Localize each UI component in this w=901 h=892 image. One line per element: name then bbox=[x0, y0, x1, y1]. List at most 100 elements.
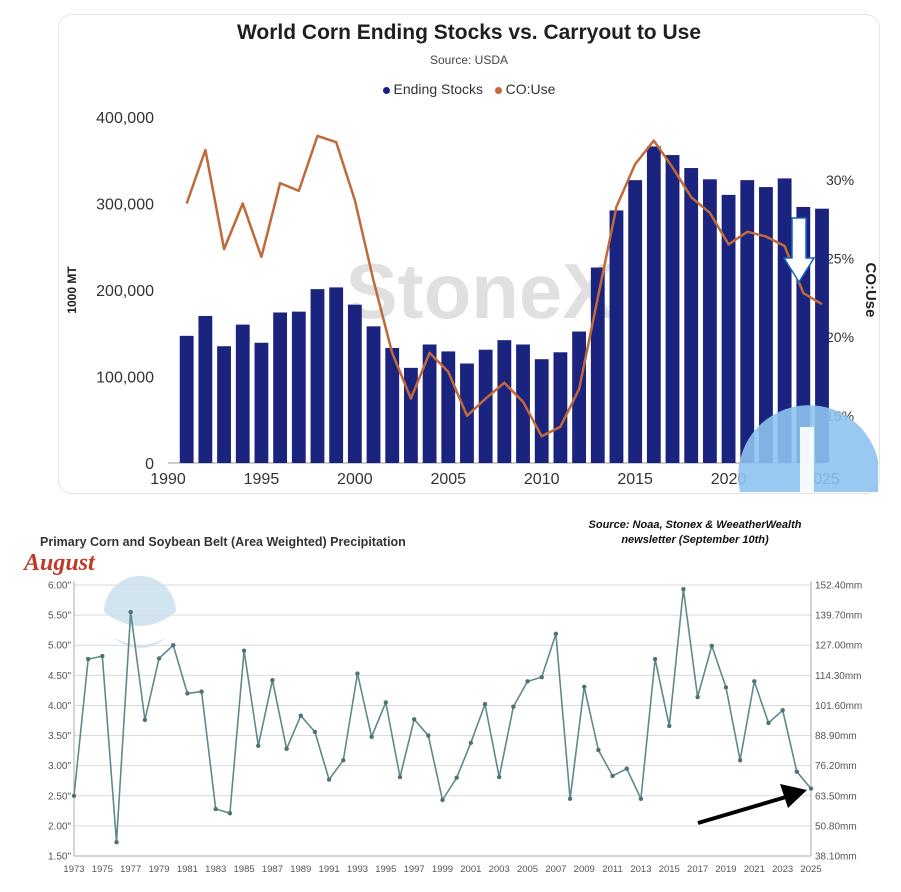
x-tick-label: 2007 bbox=[545, 864, 566, 875]
x-tick-label: 2015 bbox=[617, 471, 653, 488]
x-tick-label: 1995 bbox=[244, 471, 280, 488]
precip-point bbox=[440, 797, 445, 803]
y2-tick-label: 38.10mm bbox=[815, 852, 857, 863]
y-tick-label: 0 bbox=[145, 456, 154, 473]
precip-point bbox=[156, 656, 162, 661]
down-arrow-icon bbox=[782, 217, 816, 284]
x-tick-label: 1993 bbox=[347, 864, 368, 875]
bar-ending-stocks bbox=[646, 146, 661, 463]
x-tick-label: 1979 bbox=[148, 864, 169, 875]
precip-point bbox=[723, 685, 729, 690]
bottom-source-note: Source: Noaa, Stonex & WeeatherWealth ne… bbox=[588, 519, 802, 546]
noaa-logo bbox=[104, 576, 176, 648]
y2-tick-label: 152.40mm bbox=[815, 581, 862, 592]
y2-tick-label: 101.60mm bbox=[815, 701, 862, 712]
precip-point bbox=[142, 717, 148, 723]
noaa-logo-circle bbox=[104, 576, 176, 648]
precip-point bbox=[780, 708, 785, 713]
precip-point bbox=[511, 704, 516, 709]
y-tick-label: 400,000 bbox=[96, 110, 154, 127]
legend-item-co-use[interactable]: CO:Use bbox=[505, 81, 556, 97]
line-co-use bbox=[185, 134, 823, 438]
x-tick-label: 1985 bbox=[234, 864, 255, 875]
x-tick-label: 2021 bbox=[744, 864, 765, 875]
y-tick-label: 6.00" bbox=[48, 581, 71, 592]
y-axis-label: 1000 MT bbox=[65, 266, 79, 314]
y-tick-label: 3.00" bbox=[48, 761, 71, 772]
precip-point bbox=[341, 758, 346, 763]
legend-item-ending-stocks[interactable]: Ending Stocks bbox=[393, 81, 484, 97]
precip-point bbox=[766, 720, 771, 726]
bar-ending-stocks bbox=[721, 194, 736, 463]
precip-point bbox=[298, 713, 303, 718]
arrow-head-icon bbox=[780, 784, 807, 808]
precip-point bbox=[369, 734, 374, 739]
bar-ending-stocks bbox=[347, 304, 362, 463]
precip-point bbox=[539, 674, 544, 680]
precip-point bbox=[355, 671, 360, 676]
precip-point bbox=[582, 684, 587, 689]
y-tick-label: 5.50" bbox=[48, 611, 71, 622]
precip-point bbox=[482, 702, 488, 707]
bottom-month-label: August bbox=[24, 550, 95, 576]
precip-point bbox=[100, 653, 105, 659]
y-tick-label: 1.50" bbox=[48, 852, 71, 863]
x-tick-label: 2020 bbox=[711, 471, 747, 488]
precip-point bbox=[496, 774, 502, 780]
x-tick-label: 2001 bbox=[460, 864, 481, 875]
y-tick-label: 300,000 bbox=[96, 197, 154, 214]
precip-point bbox=[326, 777, 332, 782]
precip-point bbox=[171, 643, 176, 648]
x-tick-label: 2025 bbox=[800, 864, 821, 875]
y-tick-label: 4.00" bbox=[48, 701, 71, 712]
bar-ending-stocks bbox=[777, 178, 792, 464]
legend-line-marker bbox=[494, 87, 502, 94]
watermark-text: StoneX bbox=[346, 247, 615, 335]
x-tick-label: 1997 bbox=[404, 864, 425, 875]
x-tick-label: 1973 bbox=[63, 864, 84, 875]
x-tick-label: 1995 bbox=[375, 864, 396, 875]
bar-ending-stocks bbox=[366, 326, 381, 463]
bar-ending-stocks bbox=[235, 324, 250, 463]
y2-tick-label: 63.50mm bbox=[815, 791, 857, 802]
bar-ending-stocks bbox=[273, 312, 288, 463]
x-tick-label: 2003 bbox=[489, 864, 510, 875]
top-chart-plot: StoneX0100,000200,000300,000400,00015%20… bbox=[65, 110, 879, 492]
y-tick-label: 3.50" bbox=[48, 731, 71, 742]
bar-ending-stocks bbox=[291, 311, 306, 463]
y2-tick-label: 50.80mm bbox=[815, 821, 857, 832]
precip-point bbox=[794, 769, 800, 774]
precip-point bbox=[525, 679, 530, 684]
x-tick-label: 2013 bbox=[630, 864, 651, 875]
precip-point bbox=[128, 609, 133, 615]
white-arrow-stem bbox=[800, 427, 814, 492]
arrow-shaft bbox=[697, 795, 787, 825]
y-tick-label: 4.50" bbox=[48, 671, 71, 682]
y2-tick-label: 76.20mm bbox=[815, 761, 857, 772]
precip-point bbox=[227, 811, 233, 816]
bar-ending-stocks bbox=[609, 210, 624, 463]
precip-point bbox=[553, 631, 559, 636]
precip-point bbox=[383, 700, 389, 705]
bar-ending-stocks bbox=[534, 359, 549, 463]
x-tick-label: 1977 bbox=[120, 864, 141, 875]
precip-point bbox=[624, 766, 629, 771]
precip-point bbox=[397, 774, 403, 780]
y-tick-label: 5.00" bbox=[48, 641, 71, 652]
bar-ending-stocks bbox=[310, 289, 325, 463]
bar-ending-stocks bbox=[198, 315, 213, 463]
precip-point bbox=[284, 746, 289, 752]
bar-ending-stocks bbox=[254, 342, 269, 463]
x-tick-label: 2010 bbox=[524, 471, 560, 488]
x-tick-label: 2017 bbox=[687, 864, 708, 875]
y-tick-label: 2.50" bbox=[48, 791, 71, 802]
x-tick-label: 1987 bbox=[262, 864, 283, 875]
precip-point bbox=[695, 694, 700, 700]
noaa-logo-wave bbox=[104, 612, 176, 645]
y-tick-label: 200,000 bbox=[96, 283, 154, 300]
y-tick-label: 100,000 bbox=[96, 370, 154, 387]
precip-point bbox=[709, 643, 714, 649]
bar-ending-stocks bbox=[497, 340, 512, 463]
y2-tick-label: 20% bbox=[826, 329, 854, 345]
